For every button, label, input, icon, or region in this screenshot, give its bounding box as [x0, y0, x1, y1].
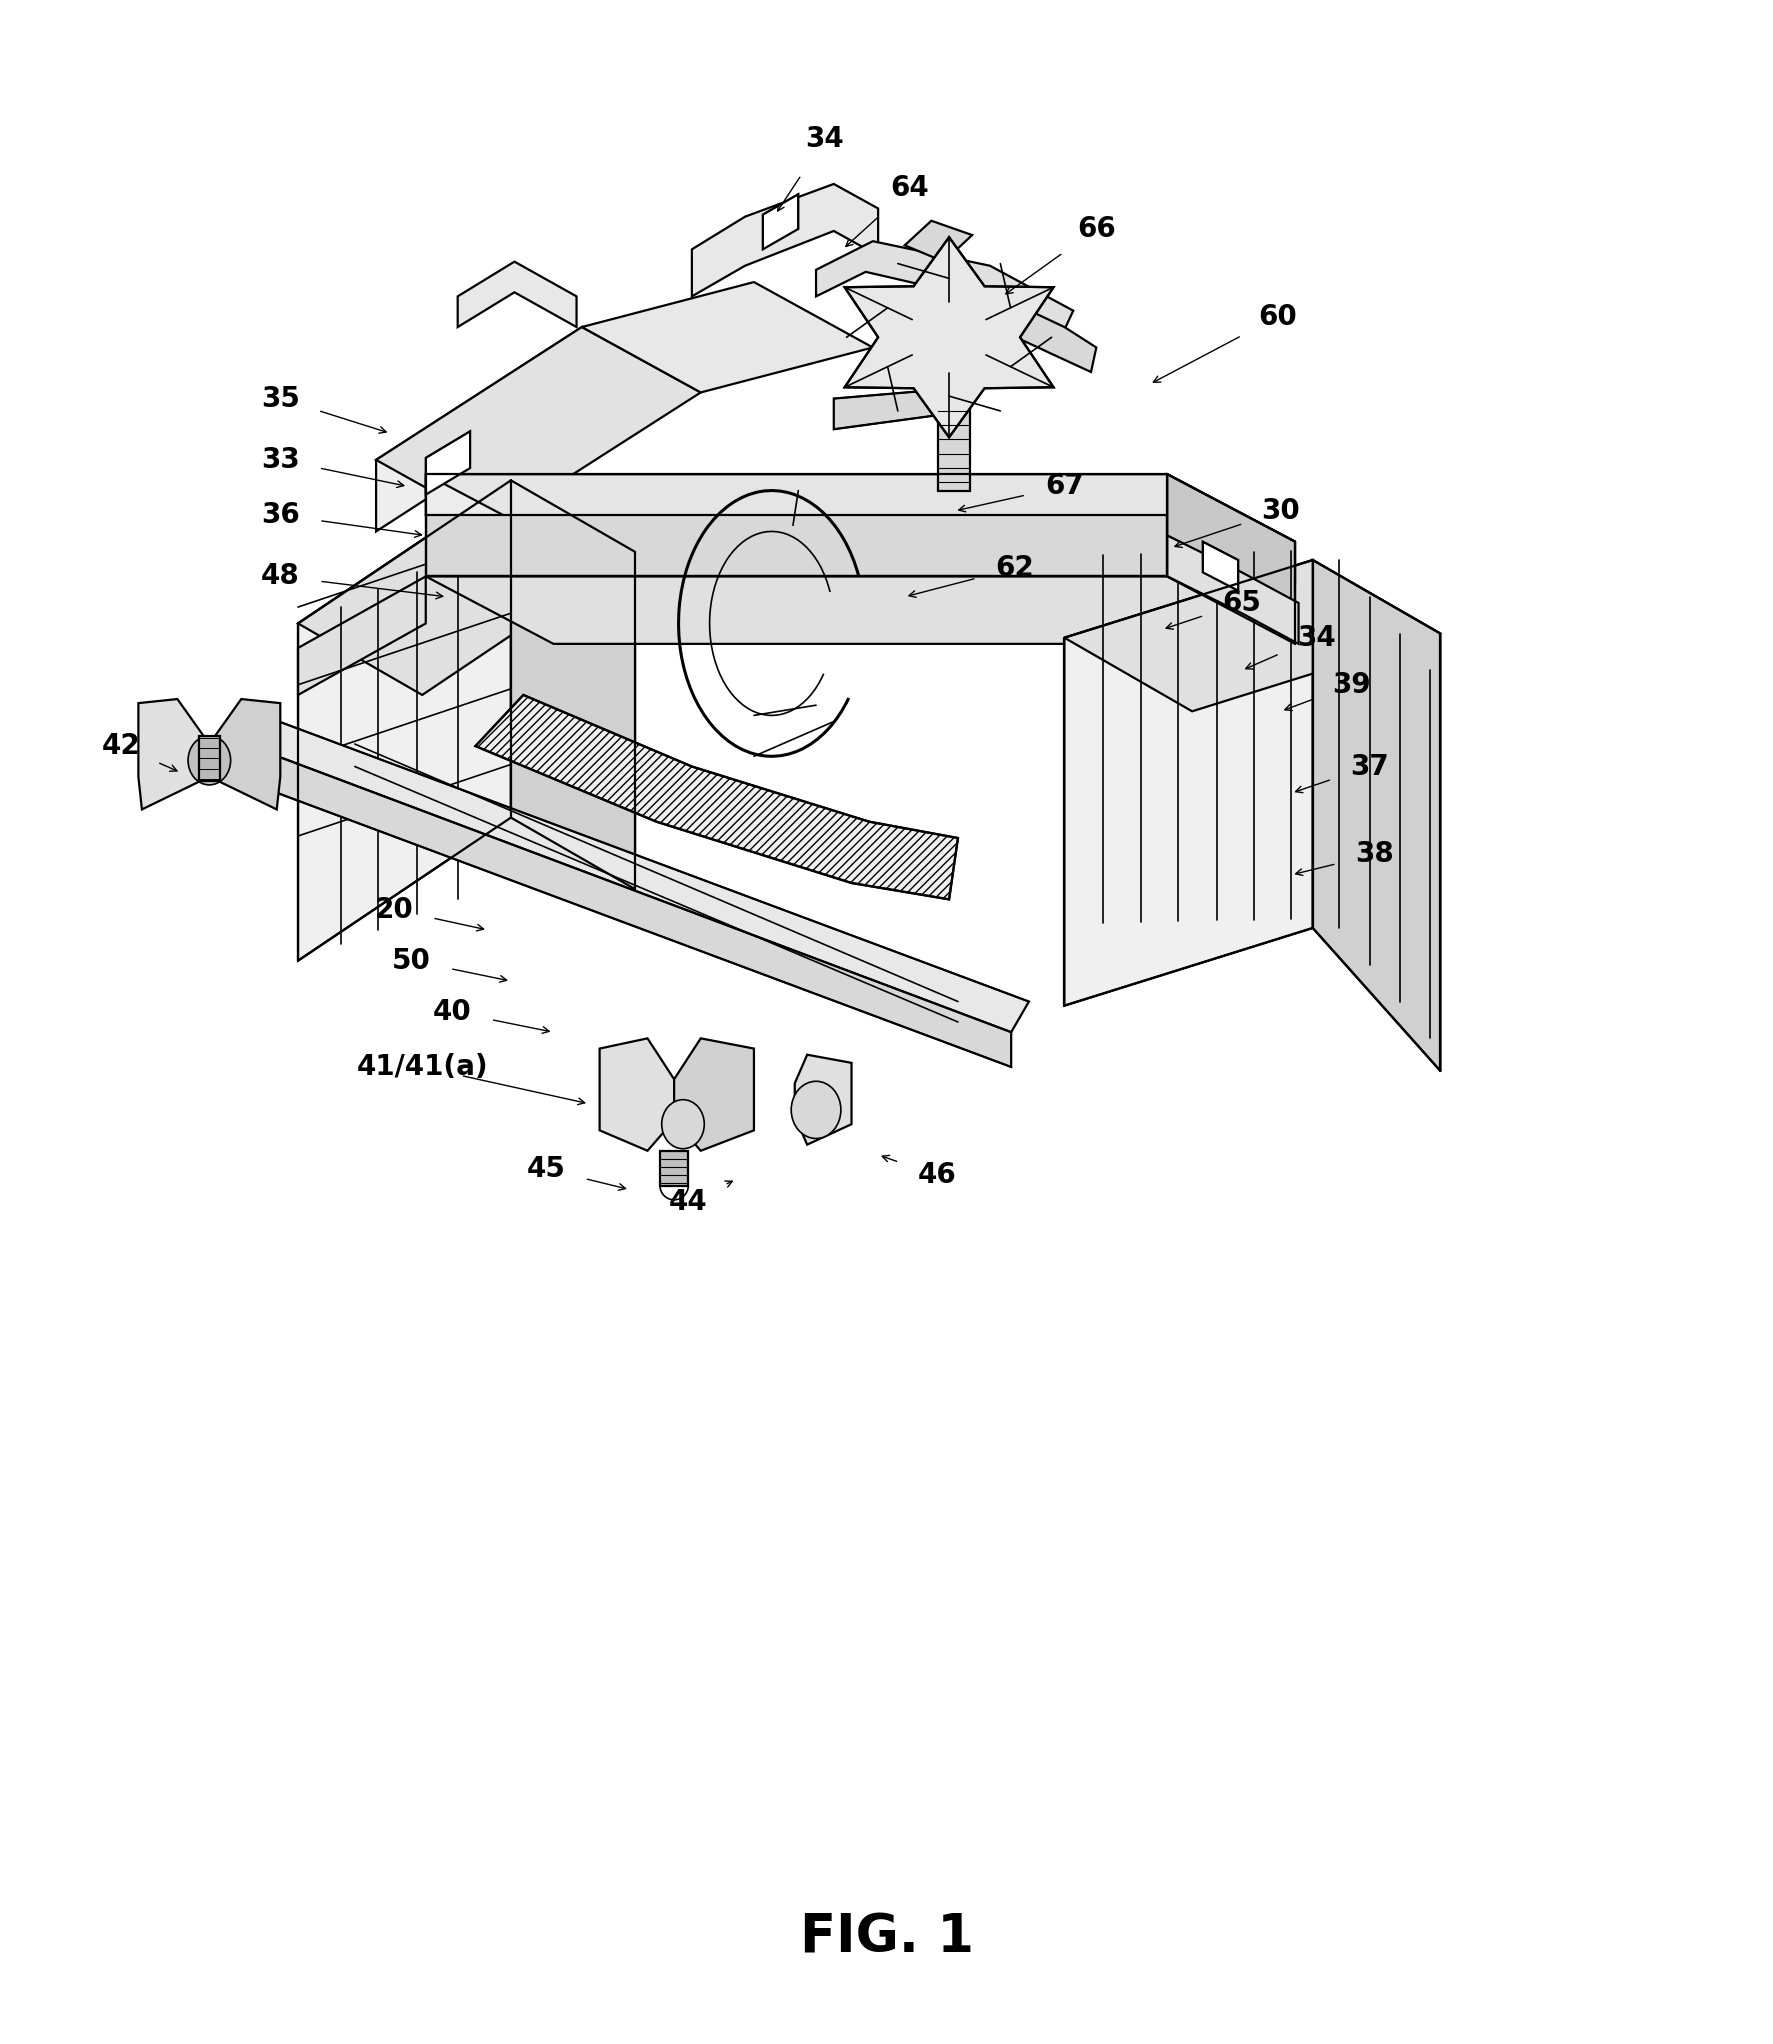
Text: 34: 34 — [1296, 623, 1335, 652]
Text: 45: 45 — [527, 1155, 566, 1183]
Polygon shape — [674, 1038, 754, 1151]
Polygon shape — [376, 327, 582, 531]
Polygon shape — [599, 1038, 674, 1151]
Polygon shape — [938, 409, 970, 491]
Polygon shape — [475, 695, 957, 899]
Polygon shape — [376, 327, 700, 525]
Polygon shape — [1167, 474, 1294, 603]
Text: 35: 35 — [261, 384, 300, 413]
Text: 20: 20 — [374, 895, 413, 924]
Text: 48: 48 — [261, 562, 300, 591]
Text: 46: 46 — [917, 1161, 956, 1190]
Text: 60: 60 — [1257, 303, 1296, 331]
Text: 42: 42 — [101, 732, 140, 760]
Polygon shape — [762, 194, 798, 249]
Polygon shape — [833, 388, 954, 429]
Polygon shape — [209, 699, 280, 809]
Text: 62: 62 — [995, 554, 1034, 583]
Polygon shape — [426, 515, 1167, 576]
Polygon shape — [904, 221, 972, 262]
Polygon shape — [298, 576, 426, 695]
Text: 67: 67 — [1044, 472, 1083, 501]
Text: 44: 44 — [668, 1188, 707, 1216]
Polygon shape — [1167, 536, 1298, 644]
Text: 39: 39 — [1332, 670, 1371, 699]
Polygon shape — [660, 1151, 688, 1186]
Circle shape — [791, 1081, 840, 1139]
Polygon shape — [245, 715, 1028, 1032]
Text: 36: 36 — [261, 501, 300, 529]
Text: 34: 34 — [805, 125, 844, 153]
Polygon shape — [426, 576, 1294, 644]
Polygon shape — [298, 480, 635, 695]
Polygon shape — [1064, 560, 1312, 1006]
Polygon shape — [426, 474, 1294, 542]
Text: 65: 65 — [1222, 589, 1261, 617]
Polygon shape — [457, 262, 576, 327]
Polygon shape — [426, 474, 1294, 583]
Polygon shape — [794, 1055, 851, 1145]
Text: 64: 64 — [890, 174, 929, 202]
Text: 50: 50 — [392, 946, 431, 975]
Polygon shape — [691, 184, 878, 296]
Polygon shape — [816, 241, 1073, 337]
Text: 33: 33 — [261, 446, 300, 474]
Circle shape — [188, 736, 230, 785]
Polygon shape — [298, 480, 511, 961]
Polygon shape — [138, 699, 209, 809]
Polygon shape — [1064, 560, 1440, 711]
Polygon shape — [1202, 542, 1238, 591]
Text: FIG. 1: FIG. 1 — [800, 1911, 973, 1964]
Text: 38: 38 — [1355, 840, 1394, 869]
Text: 66: 66 — [1076, 215, 1115, 243]
Text: 41/41(a): 41/41(a) — [356, 1053, 488, 1081]
Polygon shape — [511, 480, 635, 889]
Polygon shape — [972, 290, 1096, 372]
Text: 30: 30 — [1261, 497, 1300, 525]
Polygon shape — [199, 736, 220, 781]
Circle shape — [661, 1100, 704, 1149]
Polygon shape — [582, 282, 872, 392]
Text: 37: 37 — [1349, 752, 1388, 781]
Polygon shape — [245, 744, 1011, 1067]
Text: 40: 40 — [433, 997, 472, 1026]
Polygon shape — [426, 431, 470, 495]
Polygon shape — [1312, 560, 1440, 1071]
Polygon shape — [844, 237, 1053, 437]
